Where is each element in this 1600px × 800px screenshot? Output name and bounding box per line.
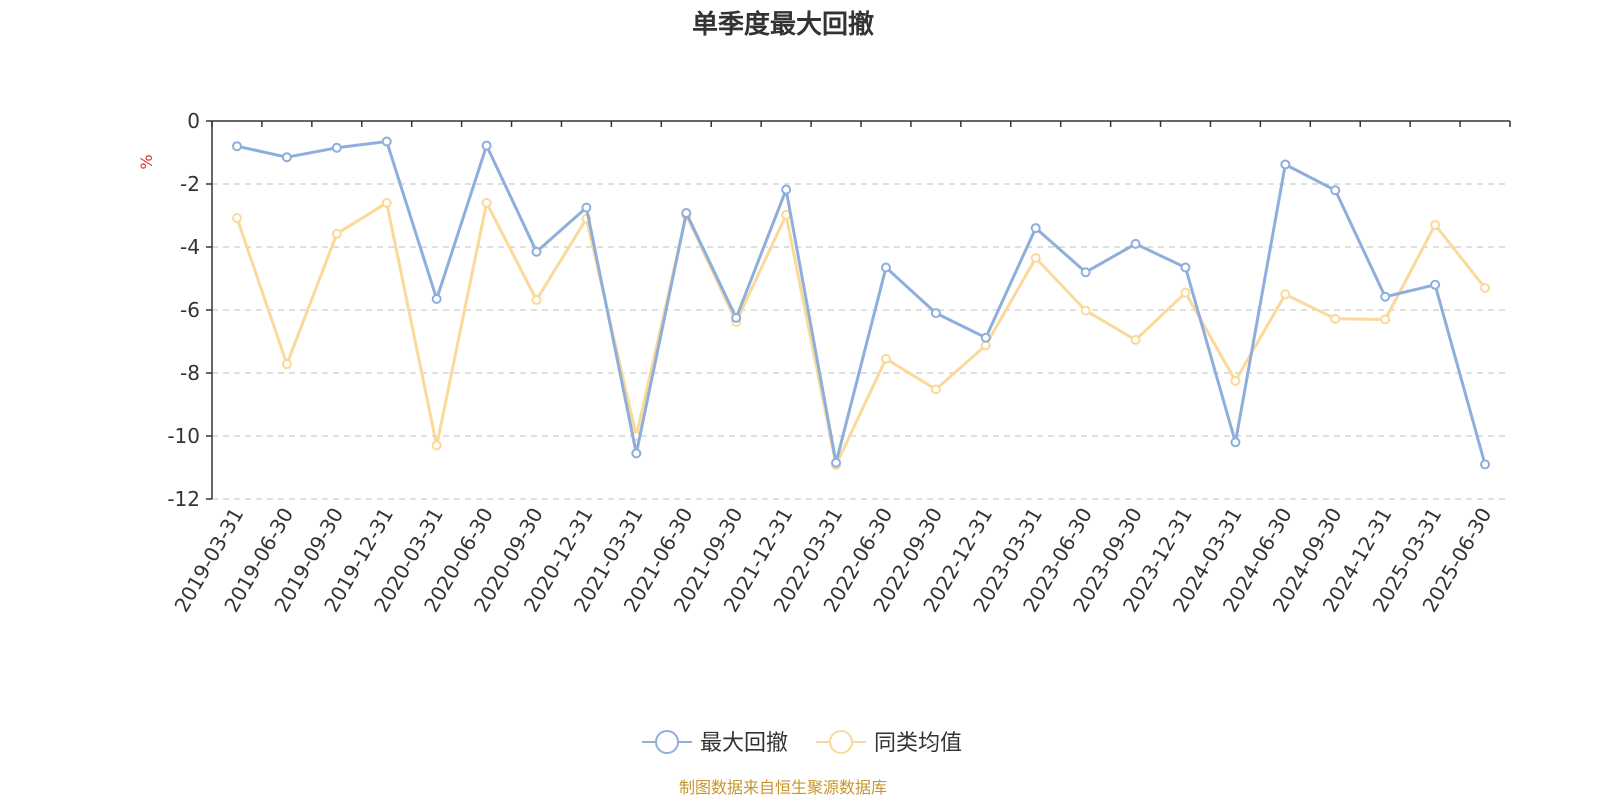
data-point xyxy=(1430,219,1441,230)
y-tick-label: -2 xyxy=(180,172,200,196)
data-point xyxy=(231,213,242,224)
series-line xyxy=(235,201,1487,467)
data-point xyxy=(1380,291,1391,302)
y-tick-label: -6 xyxy=(180,298,200,322)
data-point xyxy=(880,262,891,273)
data-point xyxy=(831,457,842,468)
legend: 最大回撤 同类均值 xyxy=(642,730,962,756)
chart-title: 单季度最大回撤 xyxy=(692,9,874,40)
data-point xyxy=(331,142,342,153)
data-point xyxy=(781,184,792,195)
data-point xyxy=(1280,289,1291,300)
series-同类均值 xyxy=(231,197,1491,470)
data-point xyxy=(1380,314,1391,325)
y-tick-label: -10 xyxy=(167,424,200,448)
data-point xyxy=(1030,253,1041,264)
legend-label: 同类均值 xyxy=(874,731,962,756)
data-point xyxy=(681,207,692,218)
series-lines xyxy=(231,136,1491,470)
data-point xyxy=(581,202,592,213)
data-point xyxy=(1330,313,1341,324)
data-point xyxy=(481,197,492,208)
legend-item[interactable]: 同类均值 xyxy=(816,730,962,756)
y-tick-label: -4 xyxy=(180,235,200,259)
y-axis-unit-label: % xyxy=(137,154,156,169)
data-point xyxy=(481,140,492,151)
data-point xyxy=(930,384,941,395)
data-point xyxy=(531,246,542,257)
data-point xyxy=(1330,185,1341,196)
data-point xyxy=(281,152,292,163)
data-point xyxy=(1480,459,1491,470)
data-point xyxy=(1080,267,1091,278)
legend-label: 最大回撤 xyxy=(700,731,788,756)
data-point xyxy=(381,197,392,208)
legend-marker-icon xyxy=(655,730,679,754)
data-point xyxy=(1080,305,1091,316)
data-point xyxy=(880,353,891,364)
x-axis-ticks: 2019-03-312019-06-302019-09-302019-12-31… xyxy=(169,121,1511,616)
series-最大回撤 xyxy=(231,136,1491,470)
data-point xyxy=(1230,375,1241,386)
data-point xyxy=(1480,282,1491,293)
data-point xyxy=(930,308,941,319)
data-point xyxy=(1130,334,1141,345)
data-point xyxy=(1280,159,1291,170)
data-point xyxy=(431,440,442,451)
data-point xyxy=(980,332,991,343)
y-tick-label: 0 xyxy=(187,109,200,133)
data-point xyxy=(281,359,292,370)
data-source-note: 制图数据来自恒生聚源数据库 xyxy=(679,778,887,797)
grid-lines xyxy=(212,183,1510,500)
y-axis-ticks: 0 -2 -4 -6 -8 -10 -12 xyxy=(167,109,212,511)
data-point xyxy=(431,293,442,304)
data-point xyxy=(1430,279,1441,290)
data-point xyxy=(1030,223,1041,234)
legend-marker-icon xyxy=(829,730,853,754)
data-point xyxy=(1130,238,1141,249)
data-point xyxy=(531,294,542,305)
data-point xyxy=(231,141,242,152)
legend-item[interactable]: 最大回撤 xyxy=(642,730,788,756)
data-point xyxy=(381,136,392,147)
data-point xyxy=(331,228,342,239)
data-point xyxy=(1180,262,1191,273)
y-tick-label: -12 xyxy=(167,487,200,511)
data-point xyxy=(1180,287,1191,298)
data-point xyxy=(631,448,642,459)
data-point xyxy=(731,312,742,323)
data-point xyxy=(1230,437,1241,448)
y-tick-label: -8 xyxy=(180,361,200,385)
series-line xyxy=(236,140,1487,465)
